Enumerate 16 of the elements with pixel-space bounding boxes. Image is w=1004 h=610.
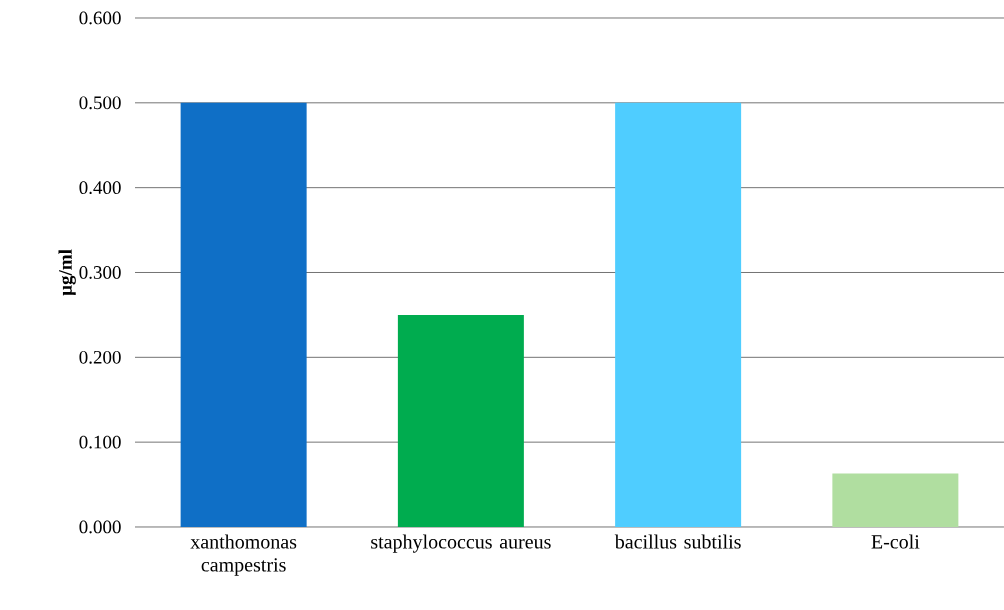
x-tick-label: staphylococcus aureus (371, 534, 551, 553)
y-tick-label: 0.400 (79, 181, 121, 195)
y-tick-label: 0.600 (79, 11, 121, 25)
bar (615, 102, 742, 527)
x-tick-label: xanthomonas campestris (190, 534, 297, 576)
y-tick-label: 0.500 (79, 96, 121, 110)
y-tick-label: 0.300 (79, 266, 121, 279)
y-axis-title: µg/ml (58, 249, 76, 296)
y-tick-label: 0.000 (79, 520, 121, 534)
bar (397, 314, 524, 527)
x-tick-label: E-coli (871, 534, 920, 549)
x-tick-label: bacillus subtilis (614, 534, 741, 549)
bar (832, 473, 959, 527)
y-tick-label: 0.100 (79, 435, 121, 449)
y-tick-label: 0.200 (79, 350, 121, 364)
bar (180, 102, 307, 527)
